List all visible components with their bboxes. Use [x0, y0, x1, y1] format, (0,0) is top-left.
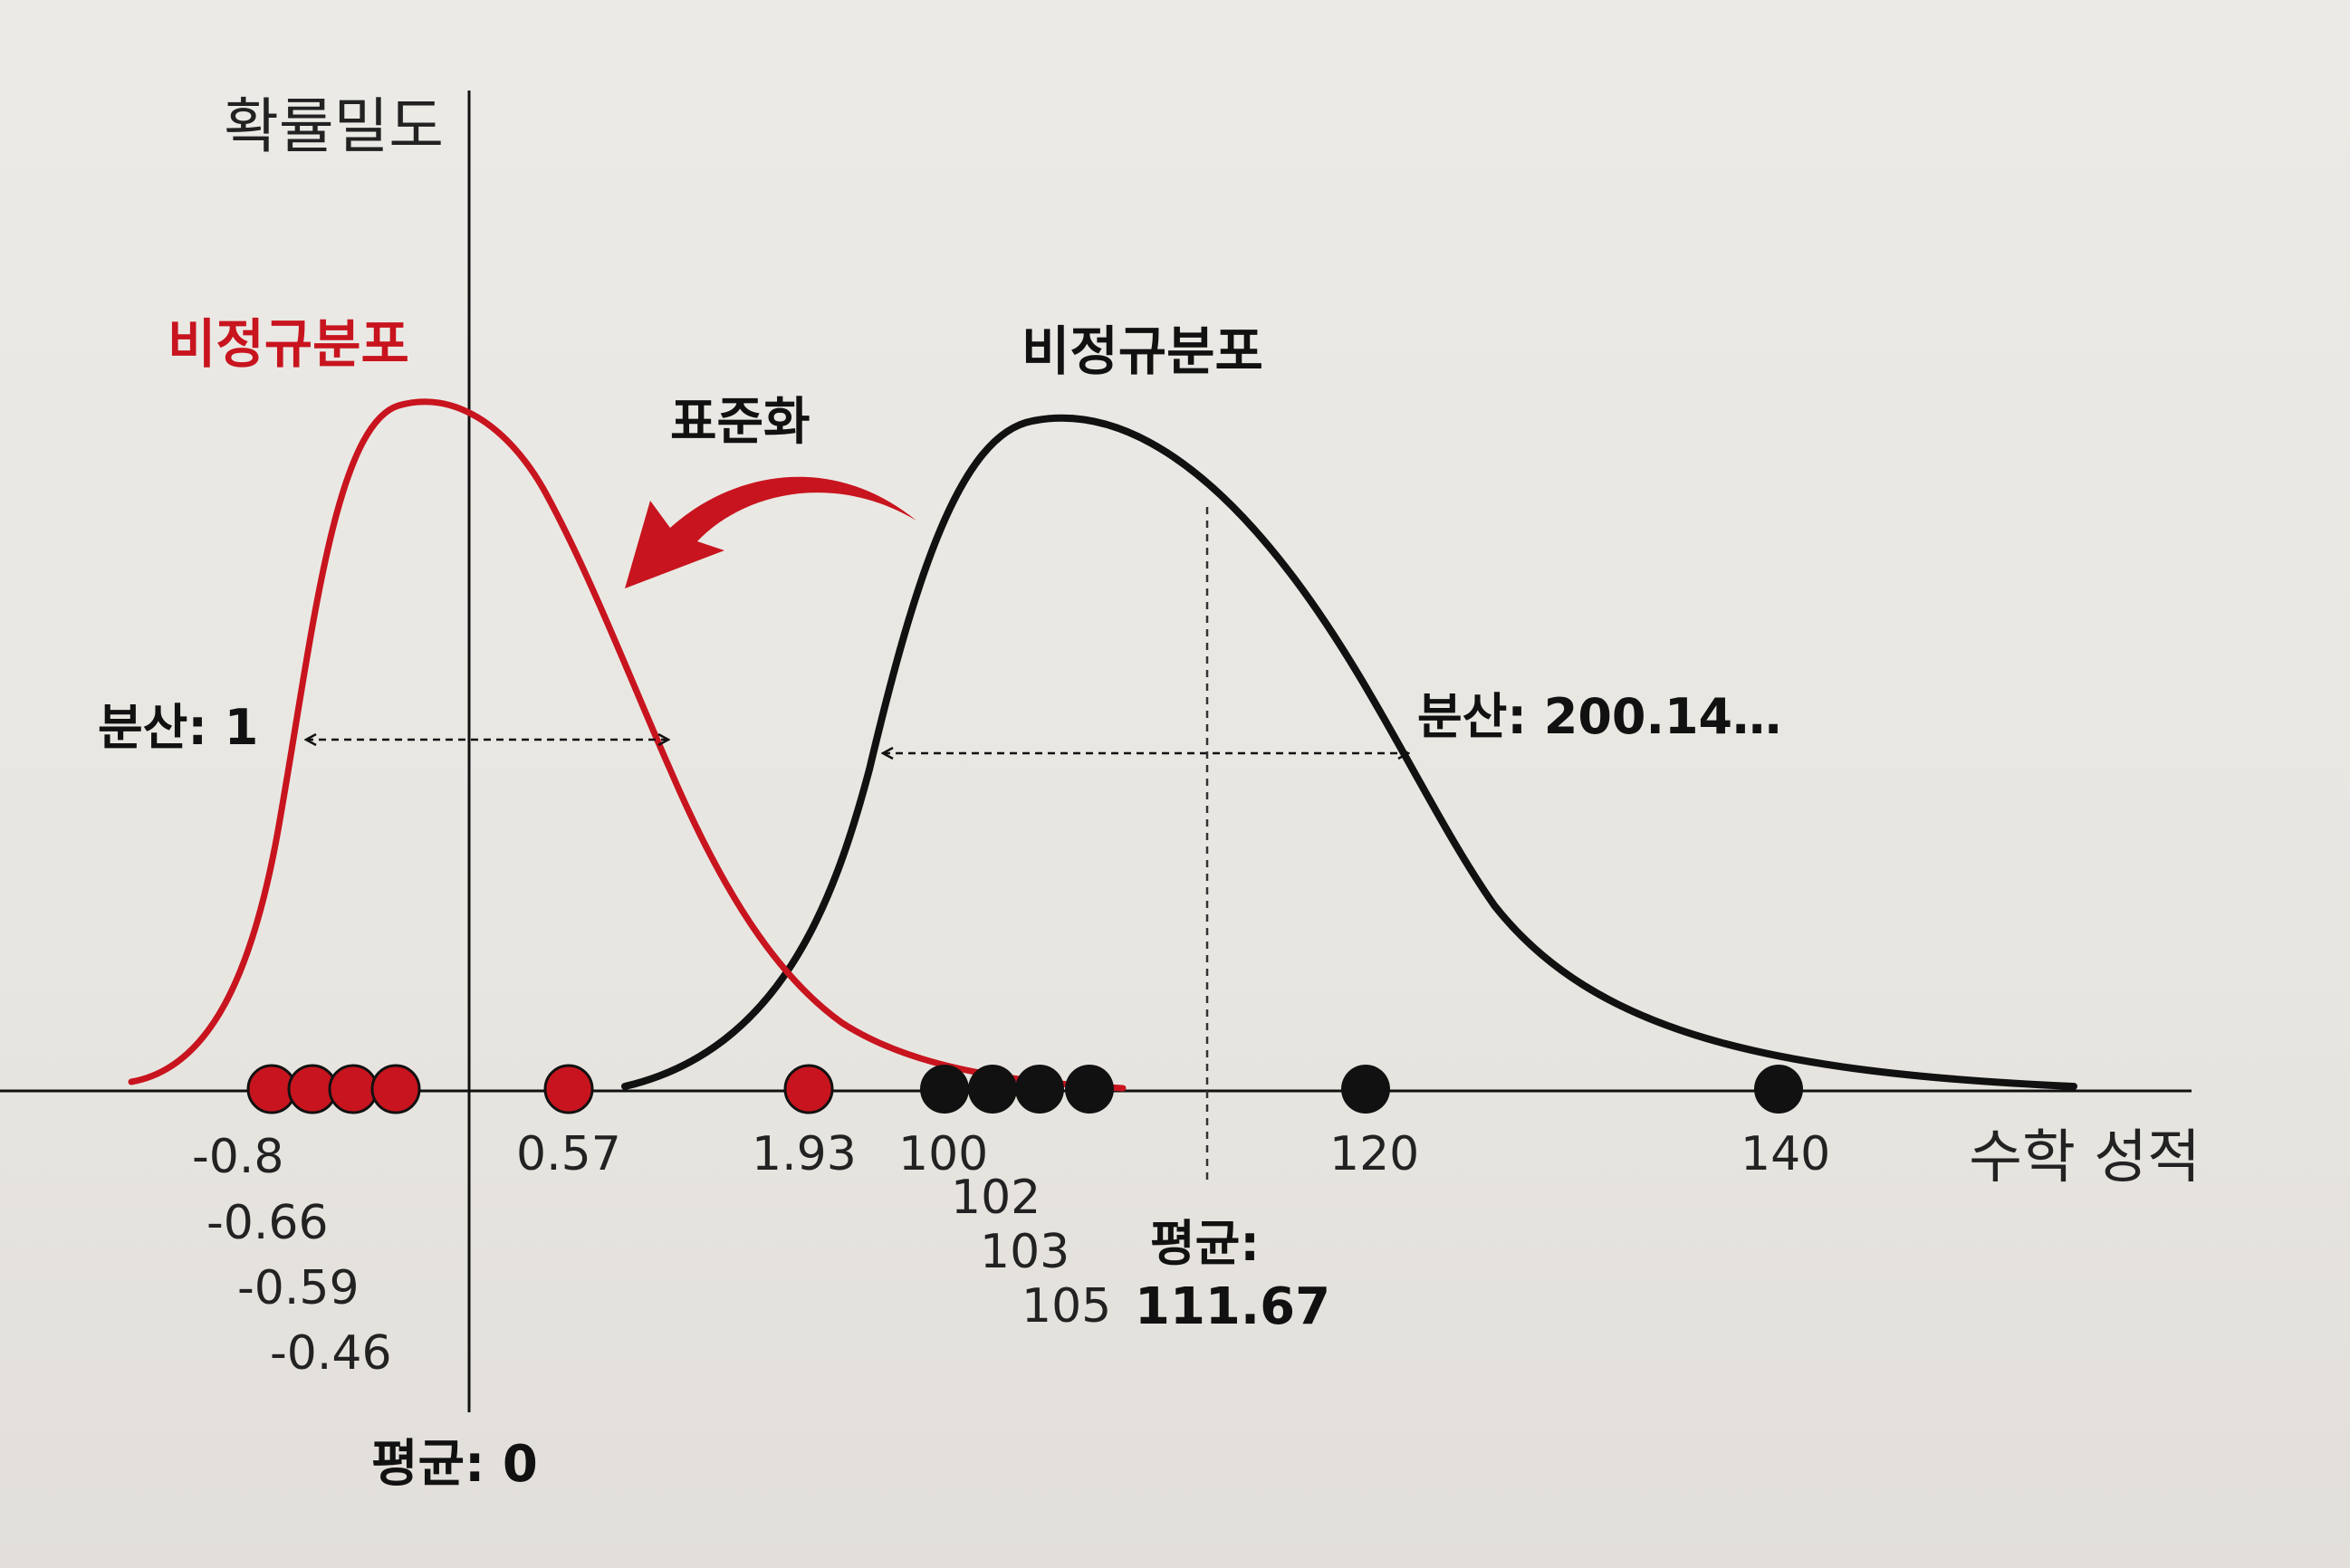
black-distribution-curve	[621, 414, 2077, 1090]
standardize-label: 표준화	[670, 393, 811, 452]
black-mean-label-value: 111.67	[1135, 1277, 1330, 1336]
red-distribution-curve	[128, 398, 1127, 1092]
black-point-4	[1065, 1065, 1114, 1114]
black-point-3	[1015, 1065, 1064, 1114]
red-point-6	[783, 1064, 834, 1114]
red-data-points	[246, 1064, 834, 1114]
black-point-label: 102	[951, 1171, 1041, 1225]
black-data-points	[920, 1065, 1803, 1114]
red-point-label: -0.66	[206, 1196, 329, 1250]
black-point-label: 140	[1741, 1127, 1830, 1181]
red-point-3	[328, 1064, 379, 1114]
red-point-label: -0.59	[237, 1261, 360, 1315]
red-point-4	[370, 1064, 421, 1114]
y-axis-label: 확률밀도	[224, 91, 444, 161]
red-point-label: 1.93	[752, 1127, 857, 1181]
black-point-label: 105	[1022, 1279, 1111, 1334]
red-variance-label: 분산: 1	[98, 699, 258, 756]
red-point-5	[543, 1064, 594, 1114]
red-point-label: -0.8	[192, 1130, 283, 1184]
black-point-label: 100	[898, 1127, 988, 1181]
red-mean-label: 평균: 0	[371, 1435, 538, 1494]
black-variance-label: 분산: 200.14…	[1417, 688, 1781, 745]
black-point-2	[968, 1065, 1017, 1114]
x-axis-label: 수학 성적	[1969, 1124, 2201, 1191]
black-point-1	[920, 1065, 969, 1114]
black-point-label: 120	[1329, 1127, 1419, 1181]
red-point-labels: -0.8 -0.66 -0.59 -0.46 0.57 1.93	[192, 1127, 857, 1381]
standardize-arrow	[625, 476, 916, 588]
red-point-label: 0.57	[516, 1127, 621, 1181]
black-point-labels: 100 102 103 105 120 140	[898, 1127, 1830, 1334]
black-point-6	[1754, 1065, 1803, 1114]
black-point-label: 103	[980, 1225, 1069, 1279]
black-mean-label-top: 평균:	[1150, 1215, 1260, 1272]
black-point-5	[1341, 1065, 1390, 1114]
red-curve-name: 비정규분포	[168, 313, 409, 375]
black-curve-name: 비정규분포	[1022, 320, 1263, 382]
red-point-label: -0.46	[270, 1326, 392, 1381]
